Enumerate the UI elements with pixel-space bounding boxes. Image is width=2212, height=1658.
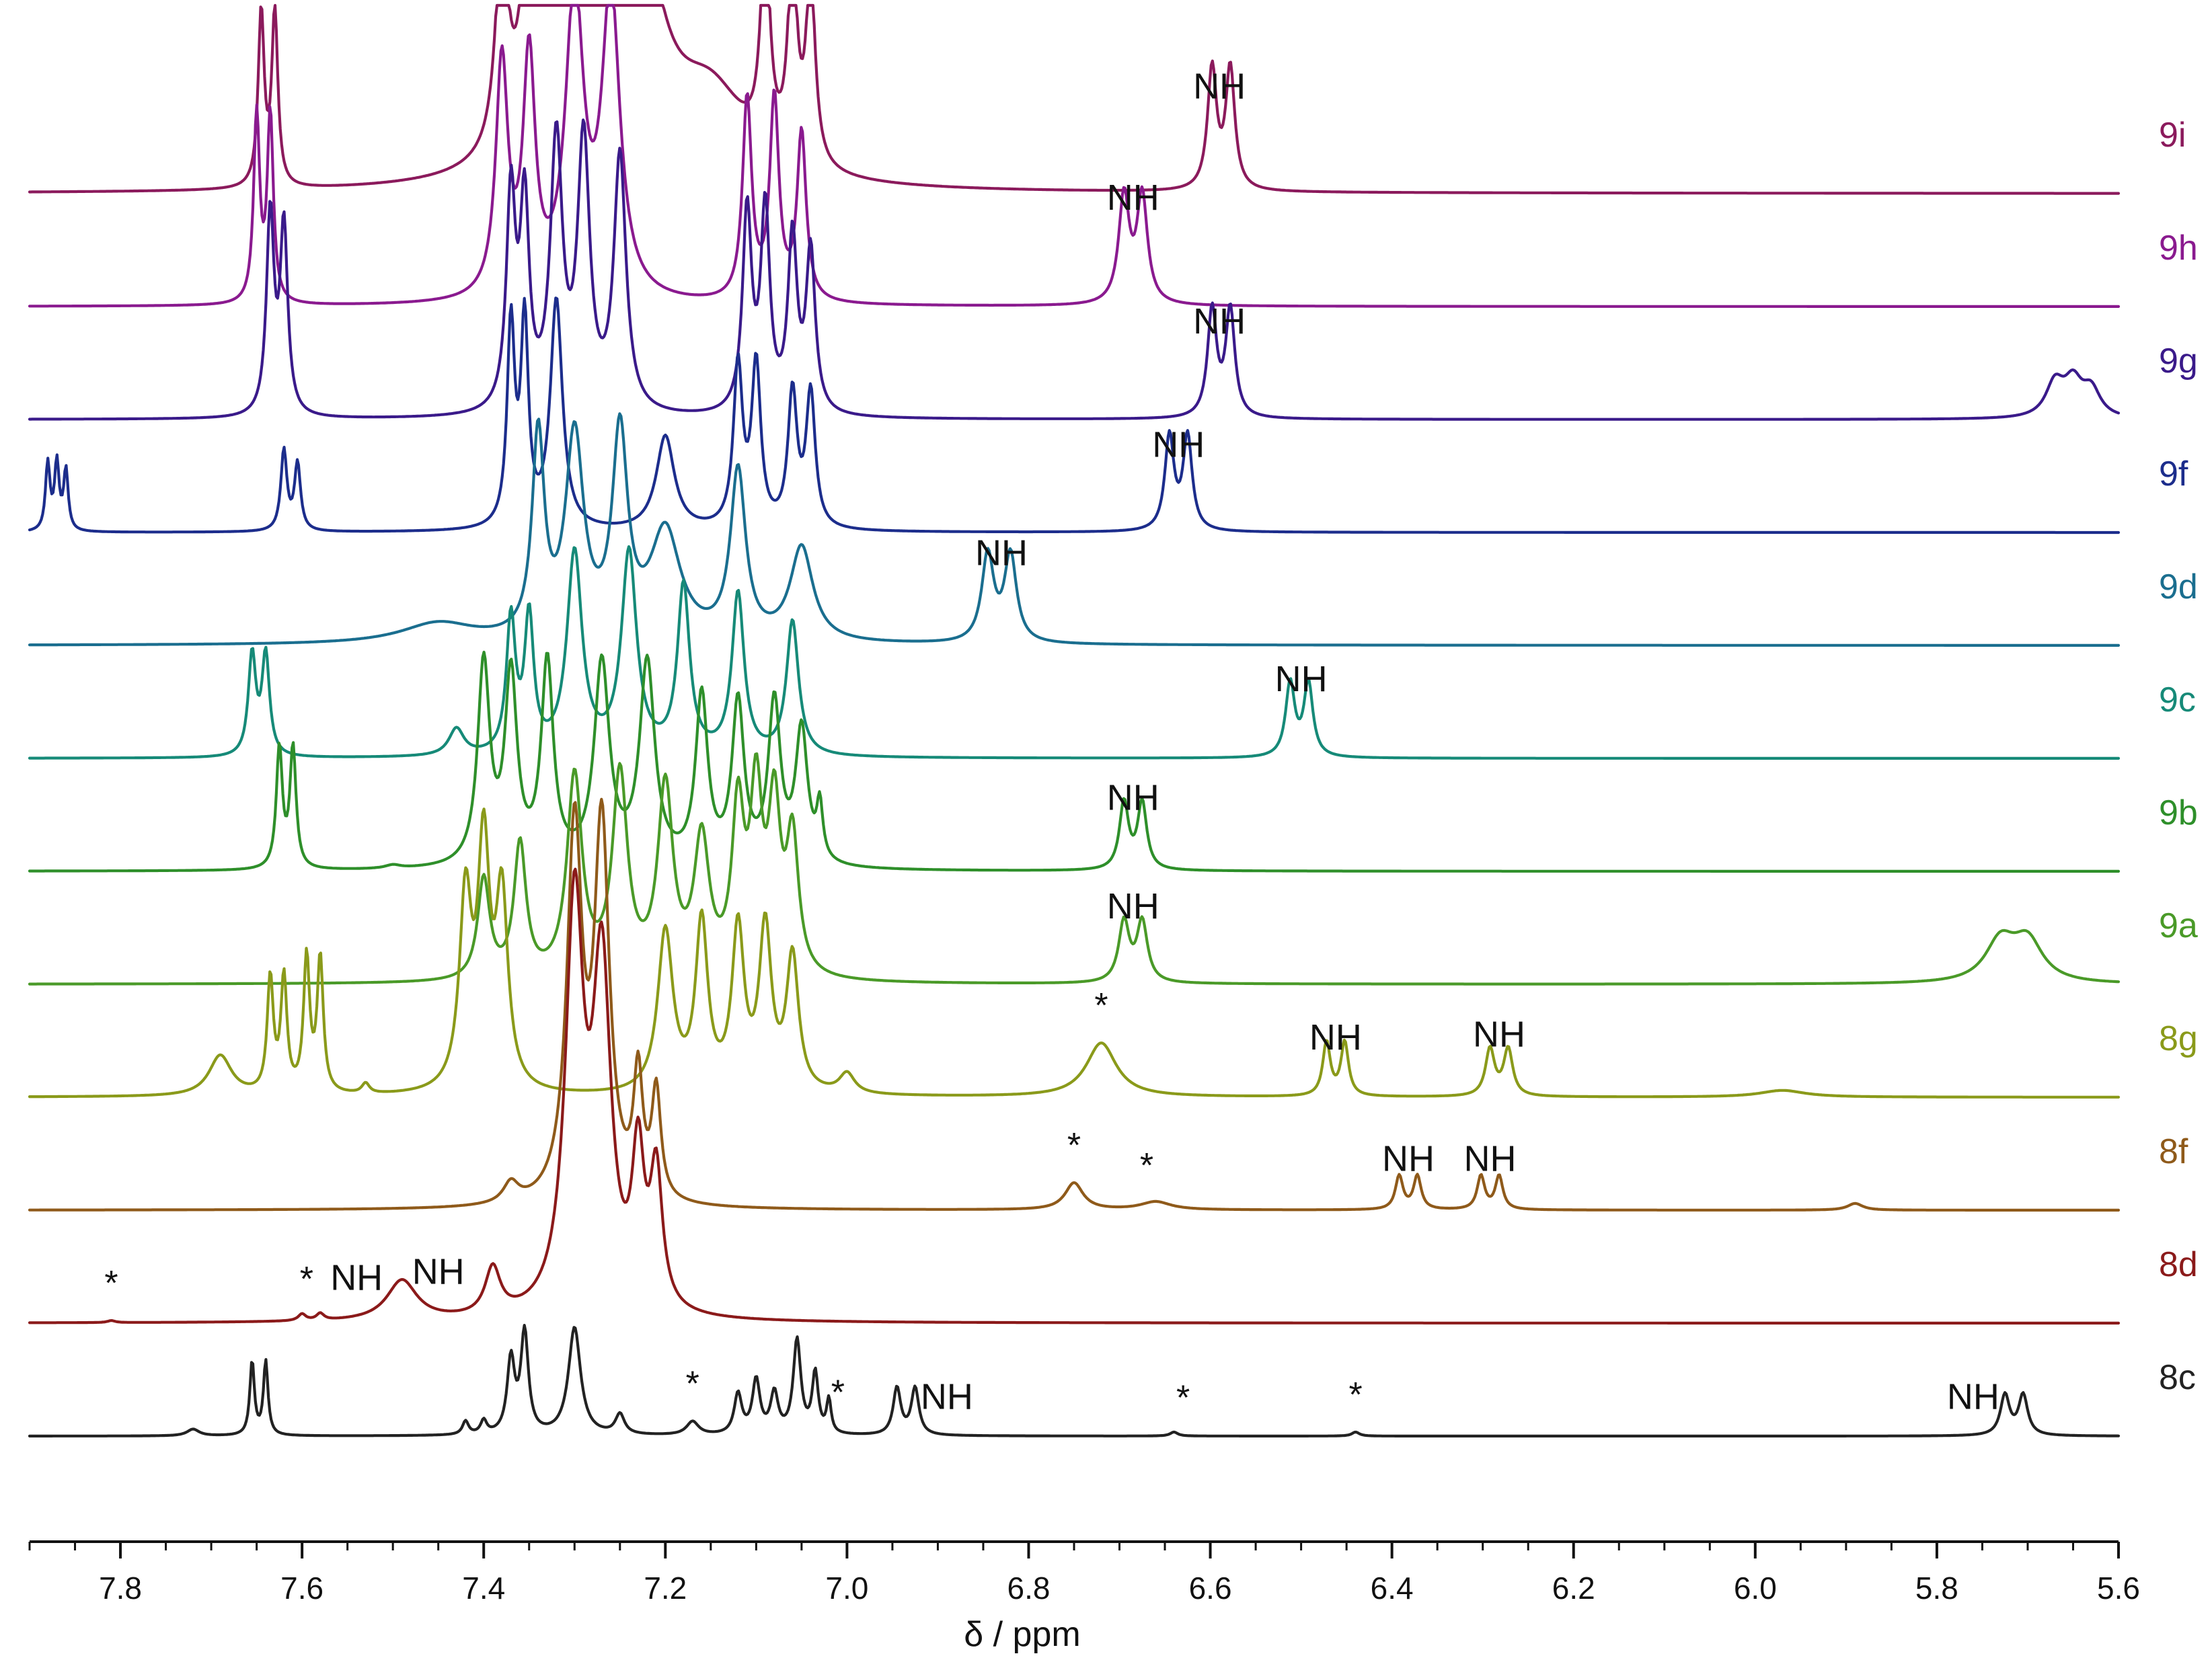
spectrum-trace-8f	[28, 797, 2121, 1212]
x-tick-label: 7.2	[644, 1571, 687, 1606]
nh-peak-label: NH	[1464, 1139, 1517, 1179]
spectrum-label-8f: 8f	[2159, 1132, 2188, 1171]
peak-annotations: NH NH NH NH NH NH NH NH * NH NH * * NH NH * * NH NH * * NH * * N…	[104, 67, 1999, 1418]
nh-peak-label: NH	[1193, 301, 1246, 342]
nh-peak-label: NH	[1309, 1017, 1362, 1058]
nh-peak-label: NH	[1473, 1014, 1525, 1054]
nh-peak-label: NH	[1107, 886, 1159, 926]
spectrum-trace-9a	[28, 752, 2121, 986]
spectrum-trace-9f	[28, 297, 2121, 535]
nh-peak-label: NH	[330, 1257, 383, 1298]
spectrum-label-9a: 9a	[2159, 906, 2198, 945]
x-axis-title: δ / ppm	[964, 1615, 1080, 1654]
spectrum-label-9f: 9f	[2159, 455, 2188, 494]
spectrum-label-8d: 8d	[2159, 1245, 2198, 1284]
spectrum-label-8g: 8g	[2159, 1019, 2198, 1058]
x-tick-label: 5.8	[1915, 1571, 1958, 1606]
x-tick-label: 6.8	[1007, 1571, 1051, 1606]
spectrum-label-9d: 9d	[2159, 567, 2198, 606]
spectrum-label-9c: 9c	[2159, 680, 2196, 719]
spectrum-labels: 9i 9h 9g 9f 9d 9c 9b 9a 8g 8f 8d 8c	[2159, 116, 2198, 1397]
nh-peak-label: NH	[1193, 67, 1246, 107]
nh-peak-label: NH	[975, 532, 1028, 573]
x-tick-label: 6.0	[1734, 1571, 1777, 1606]
x-axis: 7.8 7.6 7.4 7.2 7.0 6.8 6.6 6.4 6.2 6.0 5.8 5.6 δ /…	[28, 1540, 2140, 1654]
nh-peak-label: NH	[1947, 1377, 1999, 1417]
x-tick-label: 5.6	[2097, 1571, 2140, 1606]
spectrum-trace-9i	[28, 3, 2121, 195]
spectrum-label-9h: 9h	[2159, 229, 2198, 268]
spectra-traces	[28, 3, 2121, 1437]
impurity-marker: *	[1094, 986, 1108, 1025]
spectrum-trace-8c	[28, 1324, 2121, 1437]
impurity-marker: *	[1067, 1126, 1081, 1165]
nh-peak-label: NH	[1107, 777, 1159, 818]
impurity-marker: *	[1348, 1376, 1362, 1415]
x-tick-label: 6.4	[1371, 1571, 1414, 1606]
spectrum-label-9i: 9i	[2159, 116, 2186, 155]
spectrum-trace-8g	[28, 807, 2121, 1099]
x-tick-label: 7.8	[99, 1571, 142, 1606]
spectrum-trace-9h	[28, 3, 2121, 308]
x-tick-label: 7.0	[825, 1571, 868, 1606]
x-tick-label: 7.6	[280, 1571, 323, 1606]
nh-peak-label: NH	[412, 1252, 465, 1292]
spectrum-trace-9g	[28, 118, 2121, 421]
nh-peak-label: NH	[1275, 659, 1328, 699]
spectrum-trace-9b	[28, 650, 2121, 873]
impurity-marker: *	[104, 1264, 118, 1303]
x-tick-label: 7.4	[462, 1571, 505, 1606]
x-axis-ticks: 7.8 7.6 7.4 7.2 7.0 6.8 6.6 6.4 6.2 6.0 5.8 5.6	[28, 1542, 2140, 1606]
nh-peak-label: NH	[1382, 1138, 1435, 1179]
impurity-marker: *	[831, 1373, 845, 1412]
nh-peak-label: NH	[921, 1377, 973, 1417]
x-tick-label: 6.6	[1189, 1571, 1232, 1606]
spectrum-trace-9c	[28, 545, 2121, 760]
impurity-marker: *	[1140, 1146, 1153, 1185]
impurity-marker: *	[1176, 1379, 1190, 1418]
spectrum-label-9g: 9g	[2159, 342, 2198, 381]
impurity-marker: *	[300, 1260, 313, 1299]
spectrum-label-9b: 9b	[2159, 793, 2198, 832]
spectrum-trace-8d	[28, 867, 2121, 1325]
spectrum-label-8c: 8c	[2159, 1358, 2196, 1397]
spectrum-trace-9d	[28, 412, 2121, 647]
impurity-marker: *	[686, 1364, 699, 1403]
nh-peak-label: NH	[1107, 177, 1159, 218]
nh-peak-label: NH	[1152, 425, 1205, 465]
x-tick-label: 6.2	[1552, 1571, 1595, 1606]
